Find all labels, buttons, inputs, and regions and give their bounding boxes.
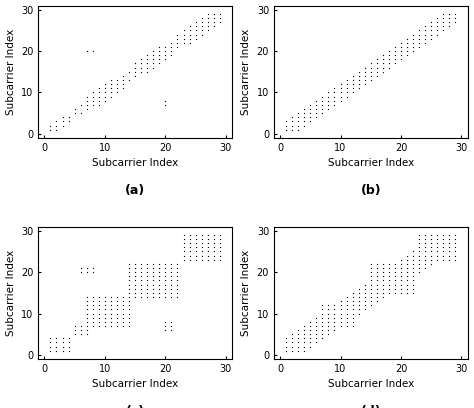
Y-axis label: Subcarrier Index: Subcarrier Index <box>6 29 16 115</box>
Y-axis label: Subcarrier Index: Subcarrier Index <box>6 250 16 336</box>
X-axis label: Subcarrier Index: Subcarrier Index <box>328 379 414 390</box>
X-axis label: Subcarrier Index: Subcarrier Index <box>92 379 178 390</box>
X-axis label: Subcarrier Index: Subcarrier Index <box>92 158 178 169</box>
Text: (b): (b) <box>360 184 381 197</box>
Text: (d): (d) <box>360 406 381 408</box>
Y-axis label: Subcarrier Index: Subcarrier Index <box>241 29 251 115</box>
Y-axis label: Subcarrier Index: Subcarrier Index <box>241 250 251 336</box>
Text: (a): (a) <box>125 184 145 197</box>
X-axis label: Subcarrier Index: Subcarrier Index <box>328 158 414 169</box>
Text: (c): (c) <box>126 406 145 408</box>
